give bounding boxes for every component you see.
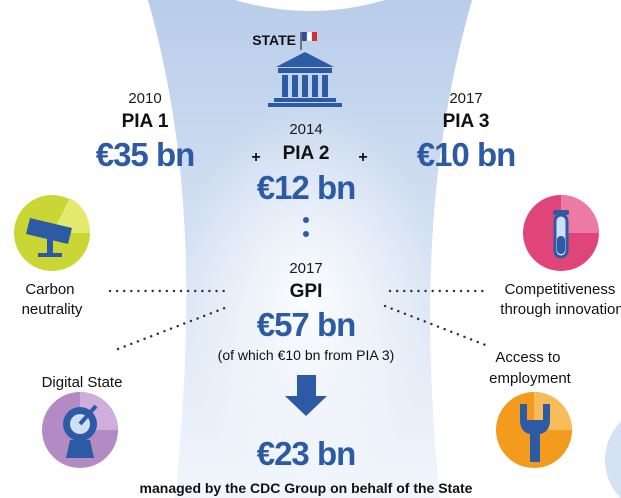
- label-line: Access to: [495, 349, 560, 366]
- flag: [300, 31, 317, 50]
- employment-icon: [496, 392, 572, 468]
- programme-amount: €35 bn: [96, 136, 195, 173]
- priority-label: Carbon neutrality: [22, 281, 83, 318]
- total-name: GPI: [290, 281, 323, 302]
- total-amount: €57 bn: [257, 306, 356, 343]
- label-line: through innovation: [500, 301, 621, 318]
- year: 2017: [289, 260, 322, 277]
- label-line: Carbon: [25, 281, 74, 298]
- digital-icon: [42, 392, 118, 468]
- plus-sign: +: [251, 149, 260, 166]
- label-line: neutrality: [22, 301, 83, 318]
- label-line: employment: [489, 370, 572, 387]
- connector: [383, 304, 490, 348]
- year: 2017: [449, 90, 482, 107]
- connector: [116, 304, 232, 351]
- managed-amount: €23 bn: [257, 435, 356, 472]
- carbon-icon: [14, 195, 91, 271]
- programme-amount: €12 bn: [257, 169, 356, 206]
- year: 2010: [128, 90, 161, 107]
- beam-top: [235, 0, 385, 11]
- label-line: Digital State: [42, 374, 123, 391]
- plus-sign: +: [358, 149, 367, 166]
- priority-label: Competitiveness through innovation: [500, 281, 621, 318]
- label-line: Competitiveness: [504, 281, 615, 298]
- priority-label: Digital State: [42, 374, 123, 391]
- managed-caption: managed by the CDC Group on behalf of th…: [140, 480, 473, 496]
- innovation-icon: [523, 195, 599, 271]
- programme-amount: €10 bn: [417, 136, 516, 173]
- state-building: [268, 52, 342, 107]
- programme-name: PIA 1: [122, 111, 169, 132]
- beam-glow: [178, 100, 438, 498]
- state-label: STATE: [252, 32, 296, 48]
- year: 2014: [289, 121, 322, 138]
- total-note: (of which €10 bn from PIA 3): [218, 347, 395, 363]
- programme-name: PIA 2: [283, 143, 330, 164]
- down-arrow: [285, 375, 327, 416]
- side-circle: [605, 421, 621, 498]
- colon: [303, 217, 309, 237]
- priority-label: Access to employment: [489, 349, 572, 387]
- programme-name: PIA 3: [443, 111, 490, 132]
